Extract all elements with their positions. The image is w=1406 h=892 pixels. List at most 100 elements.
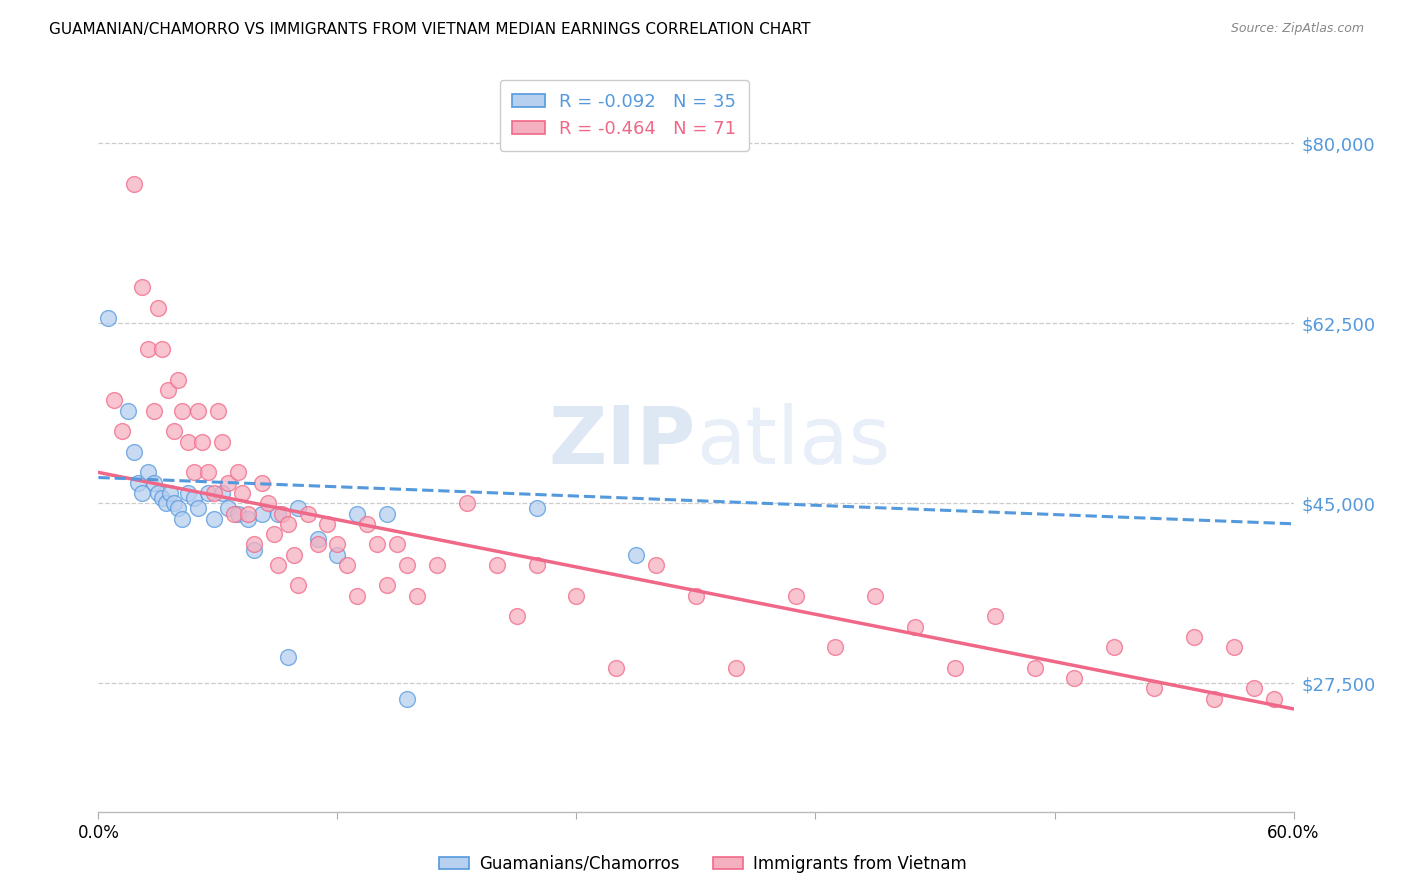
Point xyxy=(346,589,368,603)
Point xyxy=(243,537,266,551)
Point xyxy=(167,501,190,516)
Point xyxy=(177,486,200,500)
Point xyxy=(406,589,429,603)
Point xyxy=(270,507,292,521)
Point xyxy=(456,496,478,510)
Point xyxy=(172,403,194,417)
Point xyxy=(111,424,134,438)
Point xyxy=(183,491,205,505)
Point xyxy=(277,650,299,665)
Point xyxy=(485,558,508,572)
Point xyxy=(187,501,209,516)
Point xyxy=(277,516,299,531)
Point xyxy=(211,434,233,449)
Point xyxy=(316,516,339,531)
Point xyxy=(155,496,177,510)
Point xyxy=(297,507,319,521)
Point xyxy=(172,511,194,525)
Point xyxy=(1063,671,1085,685)
Point xyxy=(724,661,747,675)
Point xyxy=(131,280,153,294)
Point xyxy=(124,445,146,459)
Point xyxy=(396,558,419,572)
Point xyxy=(385,537,409,551)
Point xyxy=(163,496,186,510)
Point xyxy=(148,301,170,315)
Point xyxy=(243,542,266,557)
Point xyxy=(287,501,309,516)
Point xyxy=(526,501,548,516)
Point xyxy=(97,311,120,326)
Point xyxy=(197,486,219,500)
Text: GUAMANIAN/CHAMORRO VS IMMIGRANTS FROM VIETNAM MEDIAN EARNINGS CORRELATION CHART: GUAMANIAN/CHAMORRO VS IMMIGRANTS FROM VI… xyxy=(49,22,811,37)
Point xyxy=(506,609,529,624)
Point xyxy=(131,486,153,500)
Text: ZIP: ZIP xyxy=(548,402,696,481)
Point xyxy=(605,661,627,675)
Point xyxy=(207,403,229,417)
Point xyxy=(202,486,225,500)
Point xyxy=(217,501,239,516)
Point xyxy=(346,507,368,521)
Point xyxy=(1243,681,1265,696)
Point xyxy=(865,589,887,603)
Point xyxy=(136,466,159,480)
Point xyxy=(1223,640,1246,655)
Point xyxy=(150,491,173,505)
Point xyxy=(396,691,419,706)
Point xyxy=(163,424,186,438)
Point xyxy=(267,558,290,572)
Point xyxy=(1143,681,1166,696)
Point xyxy=(287,578,309,592)
Point xyxy=(150,342,173,356)
Point xyxy=(127,475,149,490)
Point xyxy=(307,533,329,547)
Point xyxy=(326,537,349,551)
Point xyxy=(685,589,707,603)
Point xyxy=(256,496,278,510)
Point xyxy=(226,466,249,480)
Point xyxy=(124,178,146,192)
Point xyxy=(177,434,200,449)
Point xyxy=(226,507,249,521)
Point xyxy=(267,507,290,521)
Point xyxy=(356,516,378,531)
Point xyxy=(824,640,846,655)
Point xyxy=(366,537,388,551)
Point xyxy=(426,558,449,572)
Point xyxy=(1104,640,1126,655)
Point xyxy=(148,486,170,500)
Point xyxy=(222,507,245,521)
Point xyxy=(183,466,205,480)
Point xyxy=(336,558,359,572)
Point xyxy=(103,393,125,408)
Point xyxy=(250,475,273,490)
Point xyxy=(159,486,181,500)
Point xyxy=(211,486,233,500)
Point xyxy=(191,434,214,449)
Point xyxy=(984,609,1007,624)
Point xyxy=(375,507,398,521)
Point xyxy=(375,578,398,592)
Point xyxy=(1202,691,1225,706)
Point xyxy=(283,548,305,562)
Point xyxy=(143,475,166,490)
Point xyxy=(217,475,239,490)
Point xyxy=(236,507,259,521)
Point xyxy=(943,661,966,675)
Point xyxy=(565,589,588,603)
Point xyxy=(904,620,927,634)
Point xyxy=(785,589,807,603)
Point xyxy=(1024,661,1046,675)
Point xyxy=(326,548,349,562)
Point xyxy=(250,507,273,521)
Point xyxy=(187,403,209,417)
Point xyxy=(231,486,253,500)
Legend: R = -0.092   N = 35, R = -0.464   N = 71: R = -0.092 N = 35, R = -0.464 N = 71 xyxy=(499,80,749,151)
Legend: Guamanians/Chamorros, Immigrants from Vietnam: Guamanians/Chamorros, Immigrants from Vi… xyxy=(433,848,973,880)
Text: atlas: atlas xyxy=(696,402,890,481)
Point xyxy=(645,558,668,572)
Point xyxy=(1182,630,1205,644)
Point xyxy=(197,466,219,480)
Point xyxy=(157,383,180,397)
